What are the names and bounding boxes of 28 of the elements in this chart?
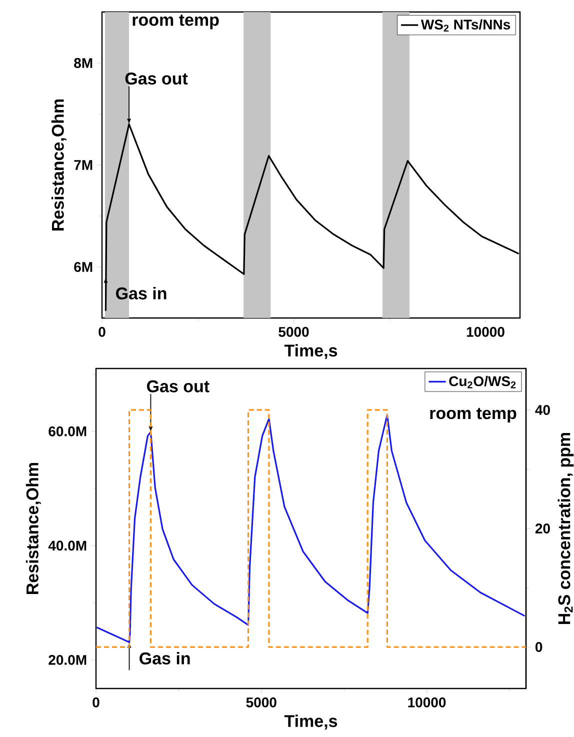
x-tick-label: 0 xyxy=(98,326,106,337)
y-tick-label: 8M xyxy=(74,58,92,68)
y-axis-title: Resistance,Ohm xyxy=(51,99,66,230)
y-tick-label: 60.0M xyxy=(48,426,86,436)
annotation: room temp xyxy=(430,408,516,423)
y2-tick-label: 0 xyxy=(535,642,542,652)
y2-tick-label: 20 xyxy=(535,524,550,534)
x-tick-label: 10000 xyxy=(408,697,446,708)
x-axis-title: Time,s xyxy=(284,714,338,730)
x-tick-label: 0 xyxy=(92,697,100,708)
annotation: Gas out xyxy=(147,380,210,392)
legend-label: Cu$_{2}$O/WS$_{2}$ xyxy=(449,376,516,388)
annotation: Gas out xyxy=(125,72,188,85)
annotation: room temp xyxy=(132,14,219,30)
legend-label: WS$_{2}$ NTs/NNs xyxy=(420,19,510,32)
annotation: Gas in xyxy=(140,652,190,664)
x-tick-label: 10000 xyxy=(466,326,504,337)
y2-axis-title: H$_{2}$S concentration, ppm xyxy=(558,432,574,624)
annotation: Gas in xyxy=(116,286,166,300)
y-tick-label: 7M xyxy=(74,160,92,170)
x-tick-label: 5000 xyxy=(278,326,309,337)
x-axis-title: Time,s xyxy=(284,344,338,360)
y-tick-label: 40.0M xyxy=(48,540,86,551)
x-tick-label: 5000 xyxy=(246,697,276,708)
y-axis-title: Resistance,Ohm xyxy=(26,462,41,594)
y-tick-label: 20.0M xyxy=(48,654,86,665)
y-tick-label: 6M xyxy=(74,262,92,272)
y2-tick-label: 40 xyxy=(535,405,550,415)
